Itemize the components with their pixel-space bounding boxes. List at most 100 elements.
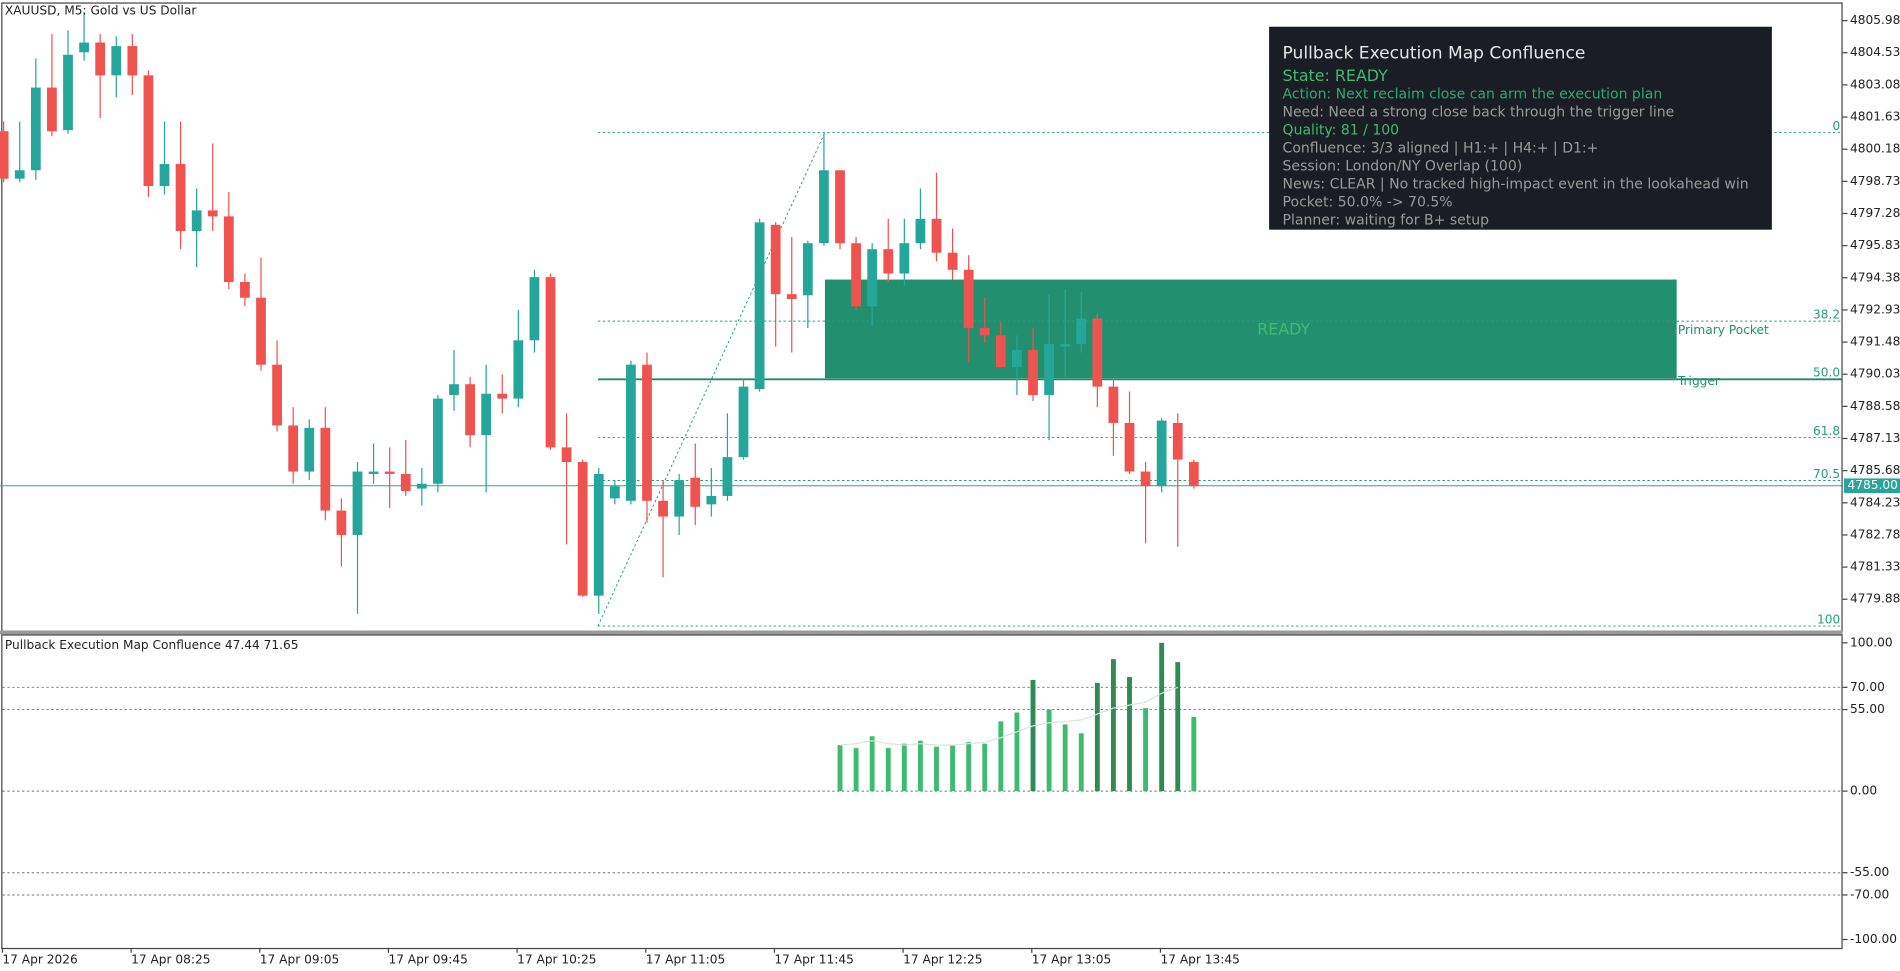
y-tick-label: 55.00 — [1850, 702, 1885, 716]
candle-body — [931, 218, 942, 253]
y-tick-label: 4779.88 — [1850, 592, 1900, 606]
candle-body — [947, 252, 958, 270]
histogram-bar — [1078, 733, 1084, 792]
x-tick-label: 17 Apr 11:05 — [646, 953, 725, 967]
histogram-bar — [1159, 642, 1165, 792]
panel-line: Need: Need a strong close back through t… — [1283, 105, 1675, 121]
candle-body — [979, 328, 990, 336]
y-tick-label: 4785.68 — [1850, 463, 1900, 477]
trigger-label: Trigger — [1677, 374, 1720, 388]
candle-body — [240, 281, 250, 298]
candle-body — [320, 427, 331, 511]
candle-body — [1140, 471, 1151, 487]
candle-body — [336, 510, 347, 535]
panel-line: News: CLEAR | No tracked high-impact eve… — [1283, 176, 1749, 192]
histogram-bar — [901, 743, 907, 792]
candle-body — [1124, 422, 1135, 472]
candle-body — [786, 294, 797, 300]
candle-body — [545, 277, 556, 448]
candle-body — [416, 483, 427, 489]
candle-body — [14, 170, 25, 179]
panel-line: Pocket: 50.0% -> 70.5% — [1283, 194, 1453, 210]
histogram-bar — [1030, 679, 1036, 792]
histogram-bar — [1110, 659, 1116, 792]
candle-body — [658, 500, 668, 517]
y-tick-label: 4801.63 — [1850, 110, 1900, 124]
candle-body — [368, 471, 379, 474]
indicator-title: Pullback Execution Map Confluence 47.44 … — [5, 638, 299, 652]
fib-label: 0 — [1832, 119, 1840, 133]
pane-separator — [0, 630, 1843, 635]
candle-body — [626, 364, 636, 501]
panel-line: Confluence: 3/3 aligned | H1:+ | H4:+ | … — [1283, 141, 1599, 157]
histogram-bar — [837, 745, 843, 792]
candle-body — [481, 393, 492, 436]
fib-label: 100 — [1817, 613, 1840, 627]
x-tick-label: 17 Apr 10:25 — [517, 953, 596, 967]
candle-body — [609, 486, 620, 499]
candle-body — [1092, 318, 1103, 387]
histogram-bar — [1191, 716, 1197, 792]
main-pane: READY Primary Pocket 0 38.2 50.0 61.8 70.5 100 T… — [0, 12, 1900, 967]
histogram-bar — [917, 740, 923, 792]
panel-background — [1269, 26, 1772, 230]
histogram-bar — [950, 745, 956, 792]
indicator-pane: 100.00 70.00 55.00 0.00 -55.00 -70.00 -100.00 — [2, 635, 1897, 946]
candle-body — [256, 297, 266, 365]
fib-label: 61.8 — [1813, 424, 1840, 438]
candle-body — [433, 398, 443, 484]
candle-body — [449, 384, 459, 396]
histogram-bar — [869, 736, 875, 792]
x-tick-label: 17 Apr 09:05 — [260, 953, 339, 967]
y-tick-label: 4797.28 — [1850, 206, 1900, 220]
fib-label: 50.0 — [1813, 366, 1840, 380]
candle-body — [288, 425, 299, 472]
panel-line: State: READY — [1283, 66, 1389, 85]
candle-body — [1076, 318, 1087, 345]
candle-body — [722, 457, 733, 496]
candle-body — [706, 495, 717, 505]
candle-body — [1172, 422, 1183, 460]
candle-body — [690, 477, 701, 507]
candle-body — [79, 42, 89, 53]
candle-body — [0, 131, 9, 179]
y-tick-label: 0.00 — [1850, 784, 1877, 798]
signal-line — [839, 686, 1178, 746]
zone-name: Primary Pocket — [1678, 323, 1769, 337]
candle-body — [642, 364, 652, 501]
candle-body — [352, 471, 363, 535]
x-tick-label: 17 Apr 13:05 — [1032, 953, 1111, 967]
candle-body — [143, 75, 154, 186]
candle-body — [95, 42, 106, 76]
candle-body — [674, 480, 685, 517]
y-tick-label: -55.00 — [1850, 865, 1889, 879]
panel-line: Quality: 81 / 100 — [1283, 123, 1400, 139]
candle-body — [1188, 462, 1199, 487]
candle-body — [995, 335, 1006, 368]
y-tick-label: 4788.58 — [1850, 399, 1900, 413]
candle-body — [63, 54, 73, 131]
fib-label: 38.2 — [1813, 308, 1840, 322]
y-tick-label: 4782.78 — [1850, 527, 1900, 541]
histogram-bar — [1127, 676, 1132, 792]
candle-body — [175, 164, 186, 232]
y-tick-label: -100.00 — [1850, 932, 1897, 946]
x-tick-label: 17 Apr 11:45 — [774, 953, 853, 967]
histogram-bar — [998, 721, 1004, 792]
y-tick-label: 4787.13 — [1850, 431, 1900, 445]
candle-body — [738, 386, 749, 458]
candle-body — [899, 243, 910, 274]
fib-label: 70.5 — [1813, 467, 1840, 481]
y-tick-label: 4803.08 — [1850, 77, 1900, 91]
candle-body — [1028, 350, 1038, 396]
y-tick-label: 4784.23 — [1850, 495, 1900, 509]
candle-body — [304, 427, 315, 472]
info-panel: Pullback Execution Map Confluence State:… — [1269, 26, 1772, 230]
x-tick-label: 17 Apr 13:45 — [1160, 953, 1239, 967]
histogram-bar — [1094, 682, 1100, 792]
candle-body — [127, 46, 138, 76]
histogram-bar — [885, 748, 891, 792]
candle-body — [159, 164, 170, 186]
x-tick-label: 17 Apr 09:45 — [388, 953, 467, 967]
x-tick-label: 17 Apr 12:25 — [903, 953, 982, 967]
